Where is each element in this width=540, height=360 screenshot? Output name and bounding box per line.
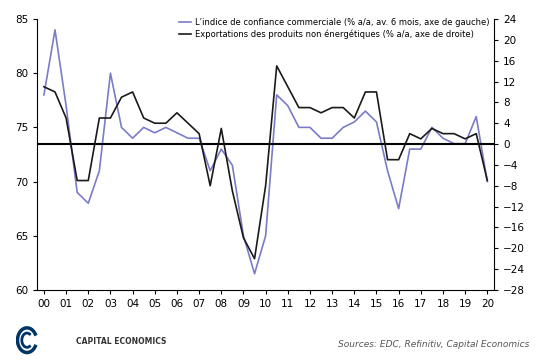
Text: Sources: EDC, Refinitiv, Capital Economics: Sources: EDC, Refinitiv, Capital Economi… — [338, 340, 529, 349]
Text: CAPITAL ECONOMICS: CAPITAL ECONOMICS — [76, 337, 166, 346]
Legend: L’indice de confiance commerciale (% a/a, av. 6 mois, axe de gauche), Exportatio: L’indice de confiance commerciale (% a/a… — [179, 18, 490, 39]
